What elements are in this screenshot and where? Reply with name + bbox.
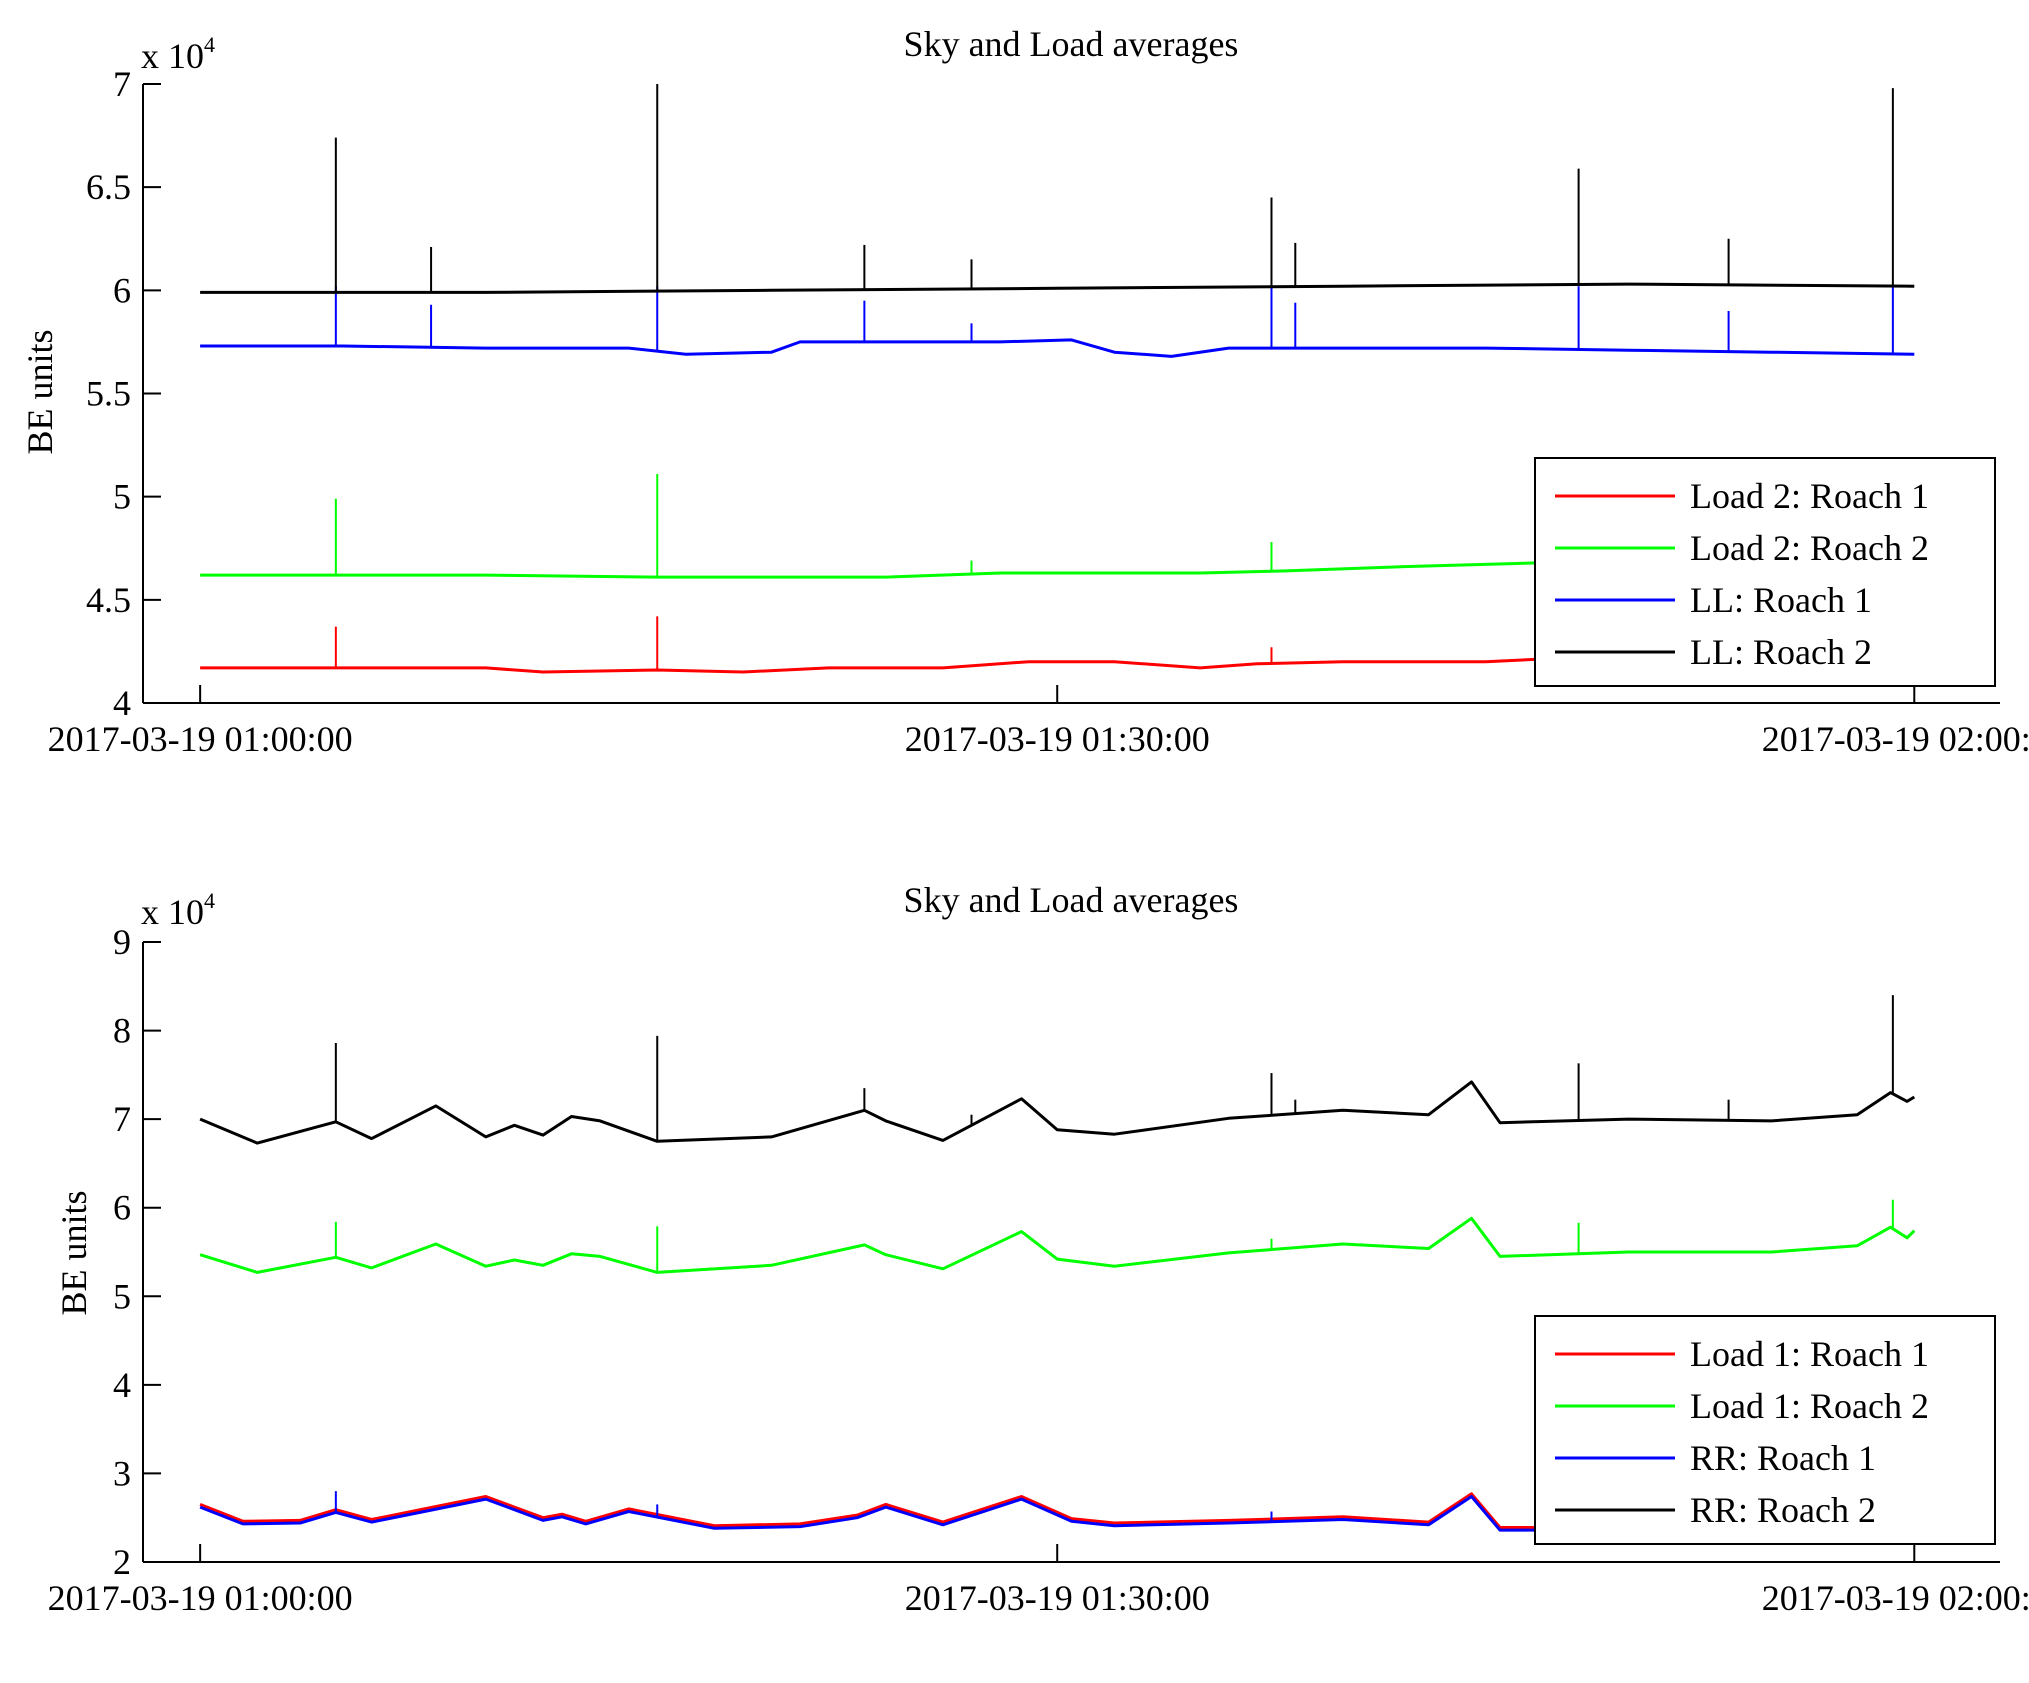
x-tick-label: 2017-03-19 01:30:00: [905, 719, 1210, 759]
y-tick-label: 7: [113, 64, 131, 104]
top-y-axis-label: BE units: [20, 329, 60, 454]
y-tick-label: 8: [113, 1011, 131, 1051]
bottom-legend: Load 1: Roach 1 Load 1: Roach 2 RR: Roach …: [1534, 1315, 1996, 1545]
legend-label: Load 2: Roach 2: [1690, 528, 1929, 568]
bottom-axes: 2 3 4 5 6 7 8 9 2017-03-19 01:00:00 2017-03-19 01…: [48, 922, 2029, 1618]
series-line: [199, 1080, 1916, 1145]
y-tick-label: 2: [113, 1542, 131, 1582]
x-tick-label: 2017-03-19 01:00:00: [48, 719, 353, 759]
legend-label: RR: Roach 2: [1690, 1490, 1876, 1530]
series-line: [199, 1216, 1916, 1274]
series-line: [199, 1495, 1915, 1536]
bottom-chart-panel: Sky and Load averages x 104 BE units 2 3 4…: [48, 880, 2029, 1618]
y-tick-label: 6: [113, 270, 131, 310]
top-legend: Load 2: Roach 1 Load 2: Roach 2 LL: Roach …: [1534, 457, 1996, 687]
y-tick-label: 5: [113, 1276, 131, 1316]
series-line: [199, 1492, 1915, 1534]
x-tick-label: 2017-03-19 01:00:00: [48, 1578, 353, 1618]
legend-label: LL: Roach 2: [1690, 632, 1872, 672]
series-line: [200, 282, 1915, 294]
legend-label: Load 1: Roach 2: [1690, 1386, 1929, 1426]
top-chart-title: Sky and Load averages: [904, 24, 1239, 64]
y-tick-label: 6: [113, 1188, 131, 1228]
y-tick-label: 9: [113, 922, 131, 962]
bottom-series-group: [199, 995, 1916, 1536]
top-axes: 4 4.5 5 5.5 6 6.5 7 2017-03-19 01:00:00 2017-03-…: [48, 64, 2029, 759]
bottom-y-axis-label: BE units: [54, 1190, 94, 1315]
legend-label: RR: Roach 1: [1690, 1438, 1876, 1478]
x-tick-label: 2017-03-19 01:30:00: [905, 1578, 1210, 1618]
y-tick-label: 5.5: [86, 374, 131, 414]
x-tick-label: 2017-03-19 02:00:00: [1762, 719, 2029, 759]
y-tick-label: 4: [113, 1365, 131, 1405]
legend-label: Load 2: Roach 1: [1690, 476, 1929, 516]
top-chart-panel: Sky and Load averages x 104 BE units 4 4.…: [20, 24, 2029, 759]
y-tick-label: 7: [113, 1099, 131, 1139]
bottom-y-multiplier: x 104: [141, 888, 215, 932]
y-tick-label: 4: [113, 683, 131, 723]
top-y-multiplier: x 104: [141, 32, 215, 76]
series-line: [200, 338, 1915, 358]
x-tick-label: 2017-03-19 02:00:00: [1762, 1578, 2029, 1618]
y-tick-label: 3: [113, 1453, 131, 1493]
y-tick-label: 6.5: [86, 167, 131, 207]
y-tick-label: 4.5: [86, 580, 131, 620]
legend-label: LL: Roach 1: [1690, 580, 1872, 620]
y-tick-label: 5: [113, 477, 131, 517]
bottom-chart-title: Sky and Load averages: [904, 880, 1239, 920]
legend-label: Load 1: Roach 1: [1690, 1334, 1929, 1374]
